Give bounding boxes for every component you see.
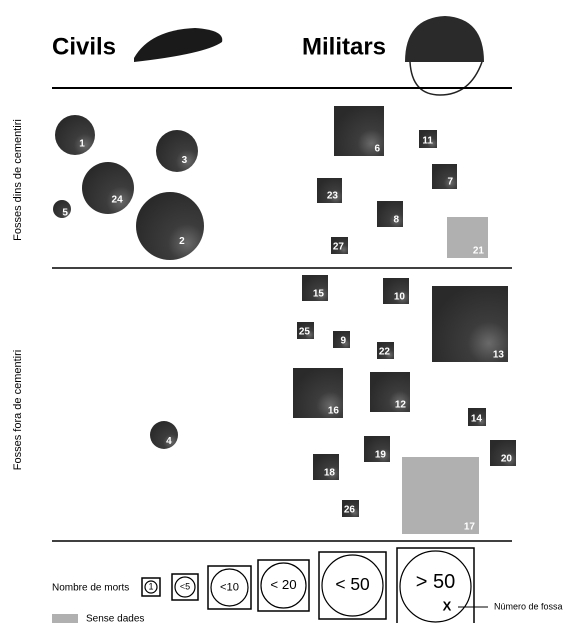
grave-number: 14 (471, 414, 483, 425)
grave-number: 5 (62, 208, 68, 219)
civil-grave (82, 162, 134, 214)
grave-number: 26 (344, 505, 356, 516)
row-label: Fosses dins de cementiri (12, 119, 24, 241)
grave-number: 1 (79, 139, 85, 150)
grave-number: 12 (395, 400, 407, 411)
legend-size: < 20 (270, 577, 296, 592)
legend: Nombre de morts Sense dades X Número de … (52, 548, 563, 623)
row-label: Fosses fora de cementiri (12, 350, 24, 470)
grave-number: 27 (333, 242, 345, 253)
grave-number: 3 (182, 155, 188, 166)
grave-number: 9 (340, 336, 346, 347)
civil-grave (156, 130, 198, 172)
grave-number: 24 (112, 194, 124, 205)
grave-number: 21 (473, 246, 485, 257)
legend-size: < 50 (335, 574, 369, 594)
helmet-icon (405, 16, 484, 62)
civil-grave (136, 192, 204, 260)
marker-label: Número de fossa (494, 601, 563, 611)
grave-number: 6 (374, 144, 380, 155)
grave-number: 2 (179, 236, 185, 247)
civil-title: Civils (52, 33, 116, 60)
legend-title: Nombre de morts (52, 583, 129, 594)
grave-number: 25 (299, 327, 311, 338)
legend-size: <10 (220, 581, 239, 593)
infographic: Civils Militars Fosses dins de cementiri… (0, 0, 566, 623)
grave-number: 23 (327, 191, 339, 202)
military-grave (377, 201, 403, 227)
civil-grave (150, 421, 178, 449)
grave-number: 10 (394, 292, 406, 303)
legend-size: 1 (148, 581, 153, 591)
grave-number: 8 (393, 215, 399, 226)
grave-number: 20 (501, 454, 513, 465)
grave-number: 15 (313, 289, 325, 300)
marker-symbol: X (443, 598, 452, 613)
grave-number: 22 (379, 347, 391, 358)
grave-number: 16 (328, 406, 340, 417)
legend-size: <5 (180, 581, 190, 591)
grave-number: 18 (324, 468, 336, 479)
civil-grave (55, 115, 95, 155)
helmet-strap (410, 62, 482, 95)
no-data-swatch (52, 614, 78, 623)
grave-number: 13 (493, 350, 505, 361)
no-data-label: Sense dades (86, 614, 144, 623)
grave-number: 4 (166, 436, 172, 447)
legend-size: > 50 (416, 571, 456, 593)
grave-number: 11 (422, 136, 433, 147)
grave-number: 17 (464, 522, 476, 533)
grave-number: 19 (375, 450, 387, 461)
military-grave (432, 164, 457, 189)
military-title: Militars (302, 33, 386, 60)
beret-icon (134, 28, 222, 62)
grave-number: 7 (447, 177, 453, 188)
